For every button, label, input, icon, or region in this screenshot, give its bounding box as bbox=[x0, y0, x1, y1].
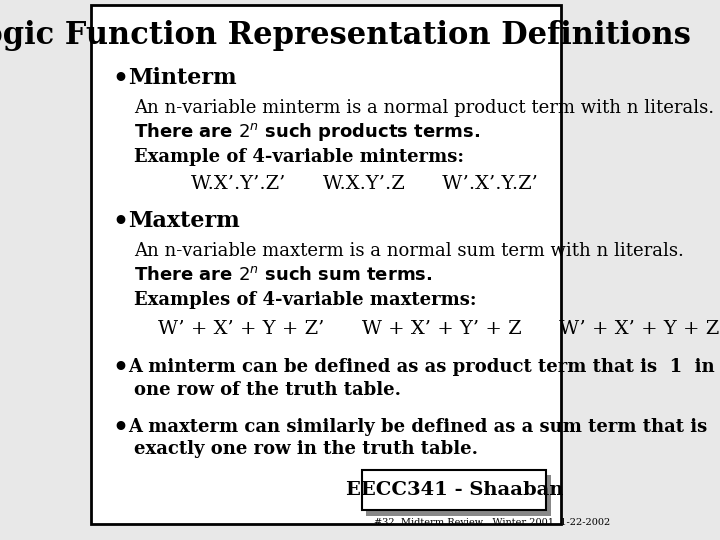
Text: Logic Function Representation Definitions: Logic Function Representation Definition… bbox=[0, 19, 690, 51]
Text: Example of 4-variable minterms:: Example of 4-variable minterms: bbox=[134, 147, 464, 166]
Text: •: • bbox=[112, 210, 128, 233]
Text: A maxterm can similarly be defined as a sum term that is  0  in: A maxterm can similarly be defined as a … bbox=[128, 417, 720, 436]
Text: •: • bbox=[112, 415, 128, 438]
Text: An n-variable maxterm is a normal sum term with n literals.: An n-variable maxterm is a normal sum te… bbox=[134, 242, 684, 260]
Text: A minterm can be defined as as product term that is  1  in exactly: A minterm can be defined as as product t… bbox=[128, 358, 720, 376]
Text: Examples of 4-variable maxterms:: Examples of 4-variable maxterms: bbox=[134, 291, 477, 309]
Text: W’ + X’ + Y + Z’      W + X’ + Y’ + Z      W’ + X’ + Y + Z: W’ + X’ + Y + Z’ W + X’ + Y’ + Z W’ + X’… bbox=[158, 320, 719, 339]
FancyBboxPatch shape bbox=[366, 475, 551, 516]
Text: one row of the truth table.: one row of the truth table. bbox=[134, 381, 401, 399]
Text: #32  Midterm Review   Winter 2001  1-22-2002: #32 Midterm Review Winter 2001 1-22-2002 bbox=[374, 518, 610, 527]
FancyBboxPatch shape bbox=[361, 470, 546, 510]
Text: Minterm: Minterm bbox=[128, 68, 237, 89]
Text: There are $2^n$ such sum terms.: There are $2^n$ such sum terms. bbox=[134, 266, 433, 285]
Text: •: • bbox=[112, 355, 128, 379]
Text: exactly one row in the truth table.: exactly one row in the truth table. bbox=[134, 440, 478, 458]
Text: EECC341 - Shaaban: EECC341 - Shaaban bbox=[346, 481, 563, 499]
Text: There are $2^n$ such products terms.: There are $2^n$ such products terms. bbox=[134, 122, 480, 143]
Text: Maxterm: Maxterm bbox=[128, 211, 240, 232]
FancyBboxPatch shape bbox=[91, 5, 561, 524]
Text: W.X’.Y’.Z’      W.X.Y’.Z      W’.X’.Y.Z’: W.X’.Y’.Z’ W.X.Y’.Z W’.X’.Y.Z’ bbox=[192, 174, 539, 193]
Text: An n-variable minterm is a normal product term with n literals.: An n-variable minterm is a normal produc… bbox=[134, 99, 714, 117]
Text: •: • bbox=[112, 66, 128, 90]
